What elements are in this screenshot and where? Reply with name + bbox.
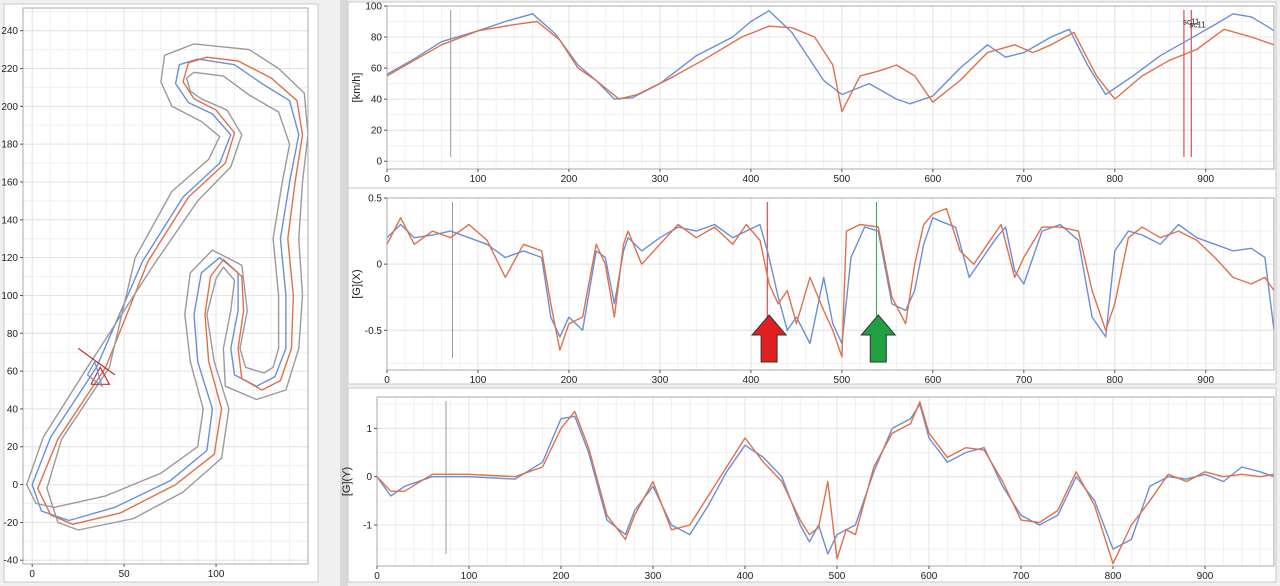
track-series-2 xyxy=(37,56,304,525)
gx-chart: 0 100 200 300 400 500 600 700 800 900 -0.5 0 0.5 [G](… xyxy=(347,187,1277,386)
gy-chart: 0 100 200 300 400 500 600 700 800 900 -1 0 1 [G](Y) xyxy=(341,387,1277,583)
red-arrow-icon xyxy=(751,314,788,363)
gx-y-tick-label: 0.5 xyxy=(368,194,382,205)
track-y-tick-label: 240 xyxy=(1,26,18,37)
gy-x-tick-label: 300 xyxy=(645,571,662,582)
gx-x-tick-label: 0 xyxy=(384,375,390,386)
speed-panel xyxy=(347,1,1277,189)
gx-x-tick-label: 200 xyxy=(561,375,578,386)
gx-x-tick-label: 500 xyxy=(834,375,851,386)
speed-x-tick-label: 800 xyxy=(1106,174,1123,185)
speed-y-axis-label: [km/h] xyxy=(351,73,363,103)
track-series-1 xyxy=(31,58,300,522)
speed-y-tick-label: 80 xyxy=(371,33,383,44)
track-x-tick-label: 50 xyxy=(119,569,131,580)
gx-y-tick-label: 0 xyxy=(376,260,382,271)
track-y-tick-label: 40 xyxy=(7,404,19,415)
speed-x-tick-label: 300 xyxy=(652,174,669,185)
speed-x-tick-label: 900 xyxy=(1197,174,1214,185)
gy-y-tick-label: 0 xyxy=(366,472,372,483)
gy-y-tick-label: 1 xyxy=(366,424,372,435)
track-start-marker xyxy=(86,360,104,388)
track-chart: 0 50 100 -40 -20 0 20 40 60 80 100 120 140 160 180 200 2… xyxy=(1,3,319,583)
speed-x-tick-label: 200 xyxy=(561,174,578,185)
track-start-marker xyxy=(77,347,116,376)
track-y-tick-label: 0 xyxy=(12,480,18,491)
track-series-4 xyxy=(46,43,308,531)
gy-series-2 xyxy=(377,401,1274,565)
track-y-tick-label: 140 xyxy=(1,215,18,226)
green-arrow-icon xyxy=(860,314,897,363)
track-y-tick-label: -40 xyxy=(4,556,19,567)
track-plot-frame xyxy=(22,7,309,565)
gy-x-tick-label: 500 xyxy=(829,571,846,582)
gx-series-2 xyxy=(387,207,1274,358)
gy-y-tick-label: -1 xyxy=(363,520,372,531)
gy-x-tick-label: 700 xyxy=(1013,571,1030,582)
track-series-3 xyxy=(26,71,291,508)
gx-plot-frame xyxy=(386,197,1275,371)
track-y-tick-label: 60 xyxy=(7,367,19,378)
track-y-tick-label: 100 xyxy=(1,291,18,302)
track-y-tick-label: 20 xyxy=(7,442,19,453)
speed-series-2 xyxy=(387,20,1274,113)
track-x-tick-label: 100 xyxy=(208,569,225,580)
speed-x-tick-label: 700 xyxy=(1015,174,1032,185)
gx-y-axis-label: [G](X) xyxy=(351,269,363,298)
track-y-tick-label: 160 xyxy=(1,177,18,188)
speed-sector-label: sc11 xyxy=(1189,21,1206,30)
track-y-tick-label: 80 xyxy=(7,329,19,340)
track-y-tick-label: -20 xyxy=(4,518,19,529)
gx-series-1 xyxy=(387,217,1274,345)
gy-x-tick-label: 600 xyxy=(921,571,938,582)
speed-series-group xyxy=(387,9,1274,113)
gx-x-tick-label: 400 xyxy=(743,375,760,386)
gy-y-axis-label: [G](Y) xyxy=(341,467,353,496)
track-y-tick-label: 200 xyxy=(1,102,18,113)
gx-x-tick-label: 900 xyxy=(1197,375,1214,386)
gy-x-tick-label: 900 xyxy=(1197,571,1214,582)
gx-x-tick-label: 600 xyxy=(925,375,942,386)
gy-panel xyxy=(347,387,1277,583)
speed-sector-label: sc11 xyxy=(1183,18,1200,27)
speed-y-tick-label: 20 xyxy=(371,126,383,137)
track-x-tick-label: 0 xyxy=(29,569,35,580)
gx-series-group xyxy=(387,207,1274,358)
speed-y-tick-label: 100 xyxy=(365,2,382,13)
track-y-tick-label: 180 xyxy=(1,140,18,151)
pane-splitter[interactable] xyxy=(340,0,348,586)
gy-x-tick-label: 100 xyxy=(461,571,478,582)
speed-plot-frame xyxy=(386,5,1275,170)
gy-x-tick-label: 400 xyxy=(737,571,754,582)
speed-x-tick-label: 400 xyxy=(743,174,760,185)
gx-x-tick-label: 700 xyxy=(1015,375,1032,386)
speed-x-tick-label: 600 xyxy=(925,174,942,185)
gx-panel xyxy=(347,187,1277,385)
speed-y-tick-label: 40 xyxy=(371,95,383,106)
speed-x-tick-label: 500 xyxy=(834,174,851,185)
gy-series-group xyxy=(377,401,1274,565)
gx-y-tick-label: -0.5 xyxy=(365,326,383,337)
gx-x-tick-label: 100 xyxy=(470,375,487,386)
speed-x-tick-label: 0 xyxy=(384,174,390,185)
gy-plot-frame xyxy=(376,396,1275,567)
track-y-tick-label: 220 xyxy=(1,64,18,75)
gy-x-tick-label: 0 xyxy=(374,571,380,582)
gx-x-tick-label: 300 xyxy=(652,375,669,386)
track-y-tick-label: 120 xyxy=(1,253,18,264)
speed-y-tick-label: 0 xyxy=(376,157,382,168)
gy-x-tick-label: 800 xyxy=(1105,571,1122,582)
speed-y-tick-label: 60 xyxy=(371,64,383,75)
track-series-group xyxy=(26,43,308,531)
gx-x-tick-label: 800 xyxy=(1106,375,1123,386)
gy-x-tick-label: 200 xyxy=(553,571,570,582)
speed-x-tick-label: 100 xyxy=(470,174,487,185)
